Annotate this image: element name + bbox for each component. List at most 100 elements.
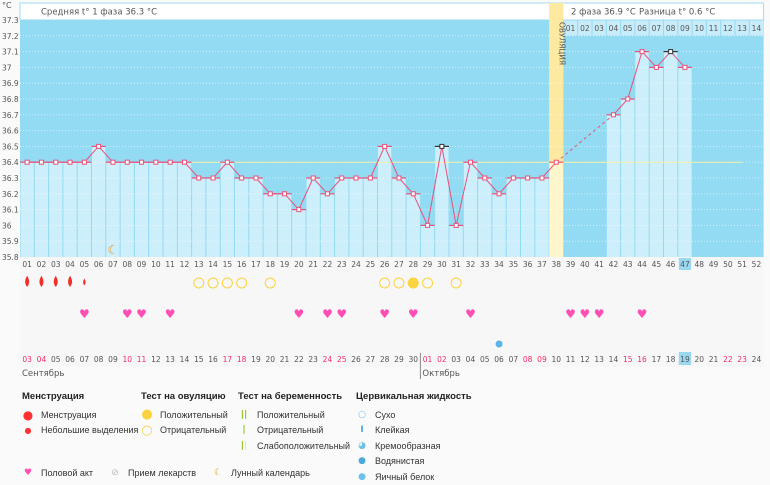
date-label: 14 — [180, 355, 190, 364]
temperature-line-segment — [412, 193, 429, 226]
date-label: 20 — [265, 355, 275, 364]
cycle-day-label: 29 — [423, 260, 433, 269]
phase1-average: Средняя t° 1 фаза 36.3 °C — [41, 8, 157, 18]
temperature-bar — [606, 114, 621, 257]
temperature-line-segment — [655, 51, 672, 68]
cycle-day-label: 32 — [466, 260, 476, 269]
legend-title: Тест на беременность — [238, 391, 343, 402]
cycle-day-label: 50 — [723, 260, 733, 269]
cycle-day-label: 48 — [694, 260, 704, 269]
y-tick-label: 35.9 — [2, 237, 19, 246]
phase2-day-label: 06 — [637, 24, 647, 33]
phase2-day-label: 07 — [652, 24, 662, 33]
cycle-day-label: 37 — [537, 260, 547, 269]
legend-cervical: Цервикальная жидкость ○ Сухо I Клейкая ◕ Кр… — [356, 391, 472, 485]
watery-drop-icon: ● — [358, 456, 366, 467]
dry-drop-icon: ○ — [358, 409, 366, 420]
cycle-day-label: 39 — [566, 260, 576, 269]
sticky-icon: I — [360, 425, 364, 436]
phase2-day-label: 03 — [594, 24, 604, 33]
cycle-day-label: 44 — [637, 260, 647, 269]
cycle-day-label: 49 — [709, 260, 719, 269]
date-label: 28 — [380, 355, 390, 364]
temperature-bar — [306, 178, 320, 257]
date-label: 26 — [351, 355, 361, 364]
date-label: 04 — [466, 355, 476, 364]
cycle-day-label: 10 — [151, 260, 161, 269]
cycle-day-label: 22 — [323, 260, 333, 269]
legend-label: Водянистая — [375, 456, 425, 467]
temperature-point — [653, 64, 659, 70]
legend-label: Лунный календарь — [231, 467, 310, 478]
date-label: 07 — [509, 355, 519, 364]
phase2-day-label: 10 — [694, 24, 704, 33]
y-tick-label: 37 — [2, 63, 12, 72]
temperature-bar — [177, 162, 192, 257]
heart-icon: ♥ — [465, 307, 476, 321]
temperature-point — [224, 159, 230, 165]
y-tick-label: 37.2 — [2, 32, 19, 41]
phase2-day-label: 14 — [752, 24, 762, 33]
temperature-line-segment — [83, 146, 100, 163]
temperature-point — [610, 112, 616, 118]
heart-icon: ♥ — [293, 307, 304, 321]
creamy-drop-icon: ◕ — [358, 440, 366, 451]
temperature-bar — [320, 193, 335, 257]
temperature-point — [296, 207, 302, 213]
date-label: 03 — [451, 355, 461, 364]
phase2-day-cell — [578, 20, 592, 36]
date-label: 20 — [694, 355, 704, 364]
y-tick-label: 36 — [2, 221, 12, 230]
temperature-line-segment — [226, 161, 243, 179]
cycle-day-label: 06 — [94, 260, 104, 269]
y-tick-label: 35.8 — [2, 253, 19, 262]
cycle-day-label: 13 — [194, 260, 204, 269]
date-label: 15 — [194, 355, 204, 364]
temperature-line-segment — [555, 114, 614, 163]
date-label: 17 — [223, 355, 233, 364]
date-label: 22 — [723, 355, 733, 364]
creamy-cervical-icon — [495, 340, 503, 348]
menstruation-drop-icon — [53, 275, 58, 287]
temperature-bar — [363, 178, 377, 257]
ovulation-test-negative-icon — [450, 277, 462, 289]
legend-label: Клейкая — [375, 425, 410, 436]
cycle-day-label: 01 — [22, 260, 32, 269]
phase2-day-cell — [692, 20, 706, 36]
temperature-point — [324, 191, 330, 197]
cycle-day-label: 08 — [122, 260, 132, 269]
phase2-day-label: 13 — [737, 24, 747, 33]
temperature-line-segment — [398, 177, 414, 195]
temperature-bar — [263, 193, 277, 257]
temperature-bar — [521, 178, 535, 257]
phase2-day-cell — [606, 20, 621, 36]
date-label: 09 — [108, 355, 118, 364]
legend-ovulation-test: Тест на овуляцию ● Положительный ○ Отрицат… — [141, 391, 228, 438]
temperature-point — [267, 191, 273, 197]
heart-icon: ♥ — [579, 307, 590, 321]
cycle-day-label: 12 — [180, 260, 190, 269]
phase2-day-cell — [563, 20, 578, 36]
temperature-line-segment — [384, 146, 400, 179]
phase2-day-cell — [635, 20, 649, 36]
temperature-bar — [20, 162, 34, 257]
temperature-line-segment — [184, 161, 200, 179]
heart-icon: ♥ — [165, 307, 176, 321]
temperature-line-segment — [369, 146, 386, 179]
date-label: 08 — [523, 355, 533, 364]
temperature-point — [525, 175, 531, 181]
y-tick-label: 36.1 — [2, 206, 19, 215]
date-label: 18 — [237, 355, 247, 364]
heart-icon: ♥ — [379, 307, 390, 321]
temperature-point — [38, 159, 44, 165]
cycle-day-label: 21 — [308, 260, 318, 269]
temperature-bar — [120, 162, 134, 257]
pill-icon: ⊘ — [111, 467, 119, 478]
cycle-day-label: 35 — [509, 260, 519, 269]
temperature-line-segment — [441, 146, 457, 226]
moon-icon: ☾ — [108, 243, 119, 257]
date-label: 21 — [280, 355, 290, 364]
cycle-day-label: 16 — [237, 260, 247, 269]
temperature-bar — [349, 178, 363, 257]
temperature-point — [96, 143, 102, 149]
